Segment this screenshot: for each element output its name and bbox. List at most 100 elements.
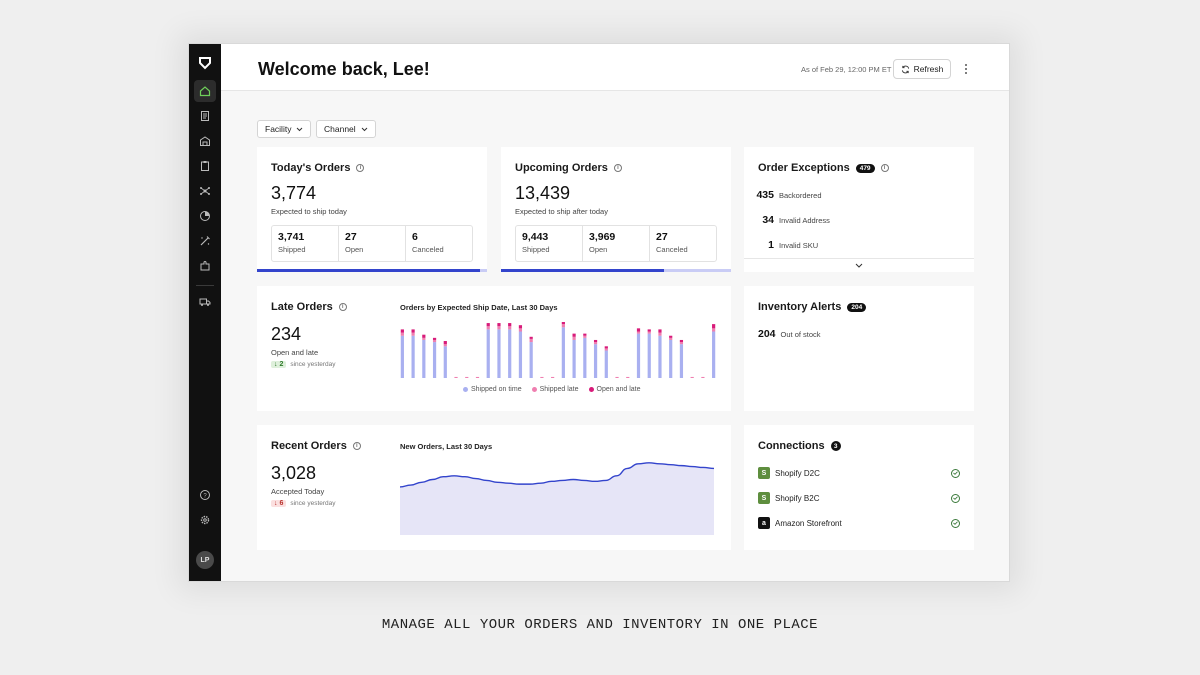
upcoming-orders-card[interactable]: Upcoming Orders i 13,439 Expected to shi… — [501, 147, 731, 272]
nav-tools[interactable] — [194, 230, 216, 252]
connections-title: Connections — [758, 440, 825, 452]
trend-label: since yesterday — [290, 500, 336, 507]
stat-canceled[interactable]: 27 Canceled — [650, 226, 716, 261]
more-menu-icon[interactable] — [961, 61, 971, 77]
stat-open[interactable]: 27 Open — [339, 226, 406, 261]
recent-orders-value: 3,028 — [271, 463, 317, 483]
order-exceptions-card[interactable]: Order Exceptions 479 i 435 Backordered 3… — [744, 147, 974, 272]
stat-open[interactable]: 3,969 Open — [583, 226, 650, 261]
info-icon[interactable]: i — [356, 164, 365, 172]
count-badge: 3 — [830, 441, 841, 451]
bar-segment — [443, 346, 447, 378]
exception-row-invalid-address[interactable]: 34 Invalid Address — [754, 214, 830, 226]
stat-value: 6 — [412, 231, 418, 243]
nav-shipping[interactable] — [194, 291, 216, 313]
nav-analytics[interactable] — [194, 205, 216, 227]
bar-segment — [540, 376, 544, 378]
info-icon[interactable]: i — [338, 303, 347, 311]
todays-orders-breakdown: 3,741 Shipped 27 Open 6 Canceled — [271, 225, 473, 262]
trend-value: 2 — [279, 361, 284, 368]
recent-orders-card[interactable]: Recent Orders i 3,028 Accepted Today ↓ 6… — [257, 425, 731, 550]
stat-label: Canceled — [656, 245, 688, 254]
stat-canceled[interactable]: 6 Canceled — [406, 226, 472, 261]
chevron-down-icon — [361, 127, 368, 131]
nav-clipboard[interactable] — [194, 155, 216, 177]
connection-amazon-storefront[interactable]: a Amazon Storefront — [758, 517, 960, 529]
connection-name: Amazon Storefront — [775, 518, 842, 528]
upcoming-orders-value: 13,439 — [515, 183, 571, 203]
legend-label: Open and late — [596, 386, 641, 393]
stat-shipped[interactable]: 9,443 Shipped — [516, 226, 583, 261]
info-icon[interactable]: i — [352, 442, 361, 450]
legend-item: Open and late — [588, 386, 641, 393]
exception-count: 1 — [768, 239, 774, 251]
nav-home[interactable] — [194, 80, 216, 102]
order-exceptions-title: Order Exceptions — [758, 162, 850, 174]
logo-icon — [199, 57, 211, 70]
chart-legend: Shipped on time Shipped late Open and la… — [463, 386, 641, 393]
legend-label: Shipped on time — [471, 386, 522, 393]
info-icon[interactable]: i — [880, 164, 889, 172]
connection-shopify-d2c[interactable]: S Shopify D2C — [758, 467, 960, 479]
stat-value: 3,741 — [278, 231, 305, 243]
todays-orders-card[interactable]: Today's Orders i 3,774 Expected to ship … — [257, 147, 487, 272]
stat-value: 27 — [345, 231, 357, 243]
bar-segment — [572, 333, 576, 337]
exception-row-invalid-sku[interactable]: 1 Invalid SKU — [754, 239, 818, 251]
check-circle-icon — [951, 518, 960, 528]
bar-segment — [529, 336, 533, 339]
late-orders-sublabel: Open and late — [271, 348, 319, 357]
bar-segment — [551, 376, 555, 378]
bar-segment — [669, 339, 673, 378]
top-bar: Welcome back, Lee! As of Feb 29, 12:00 P… — [221, 44, 1009, 91]
bar-segment — [593, 342, 598, 345]
exception-count: 435 — [756, 189, 774, 201]
alert-row-out-of-stock[interactable]: 204 Out of stock — [758, 328, 821, 340]
chart-title: Orders by Expected Ship Date, Last 30 Da… — [400, 303, 558, 312]
trend-label: since yesterday — [290, 361, 336, 368]
channel-filter[interactable]: Channel — [316, 120, 376, 138]
refresh-button[interactable]: Refresh — [893, 59, 951, 79]
bar-segment — [712, 331, 716, 378]
bar-segment — [647, 329, 651, 332]
bar-segment — [508, 326, 512, 330]
upcoming-orders-sublabel: Expected to ship after today — [515, 207, 608, 216]
nav-settings[interactable] — [194, 509, 216, 531]
bar-segment — [615, 376, 619, 378]
nav-integrations[interactable] — [194, 255, 216, 277]
warehouse-icon — [200, 136, 210, 146]
inventory-alerts-card[interactable]: Inventory Alerts 204 204 Out of stock — [744, 286, 974, 411]
bar-segment — [400, 335, 404, 378]
bar-segment — [636, 331, 641, 334]
bar-segment — [669, 335, 673, 338]
bar-segment — [593, 339, 598, 343]
todays-orders-title: Today's Orders — [271, 162, 351, 174]
nav-warehouse[interactable] — [194, 130, 216, 152]
check-circle-icon — [951, 493, 960, 503]
avatar[interactable]: LP — [196, 551, 214, 569]
bar-segment — [658, 329, 662, 333]
progress-fill — [257, 269, 481, 272]
late-orders-card[interactable]: Late Orders i 234 Open and late ↓ 2 sinc… — [257, 286, 731, 411]
refresh-label: Refresh — [913, 64, 944, 74]
connections-card[interactable]: Connections 3 S Shopify D2C S Shopify B2… — [744, 425, 974, 550]
bar-segment — [486, 323, 490, 327]
chart-title: New Orders, Last 30 Days — [400, 442, 493, 451]
stat-label: Canceled — [412, 245, 444, 254]
bar-segment — [712, 328, 716, 332]
nav-orders[interactable] — [194, 105, 216, 127]
area-fill — [400, 462, 714, 535]
clipboard-icon — [201, 161, 209, 171]
refresh-icon — [901, 65, 909, 73]
bar-segment — [518, 325, 523, 329]
exception-row-backordered[interactable]: 435 Backordered — [754, 189, 821, 201]
legend-item: Shipped on time — [463, 386, 522, 393]
bar-segment — [604, 348, 608, 351]
nav-help[interactable]: ? — [194, 484, 216, 506]
facility-filter[interactable]: Facility — [257, 120, 312, 138]
nav-network[interactable] — [194, 180, 216, 202]
expand-button[interactable] — [744, 258, 974, 272]
stat-shipped[interactable]: 3,741 Shipped — [272, 226, 339, 261]
info-icon[interactable]: i — [613, 164, 622, 172]
connection-shopify-b2c[interactable]: S Shopify B2C — [758, 492, 960, 504]
